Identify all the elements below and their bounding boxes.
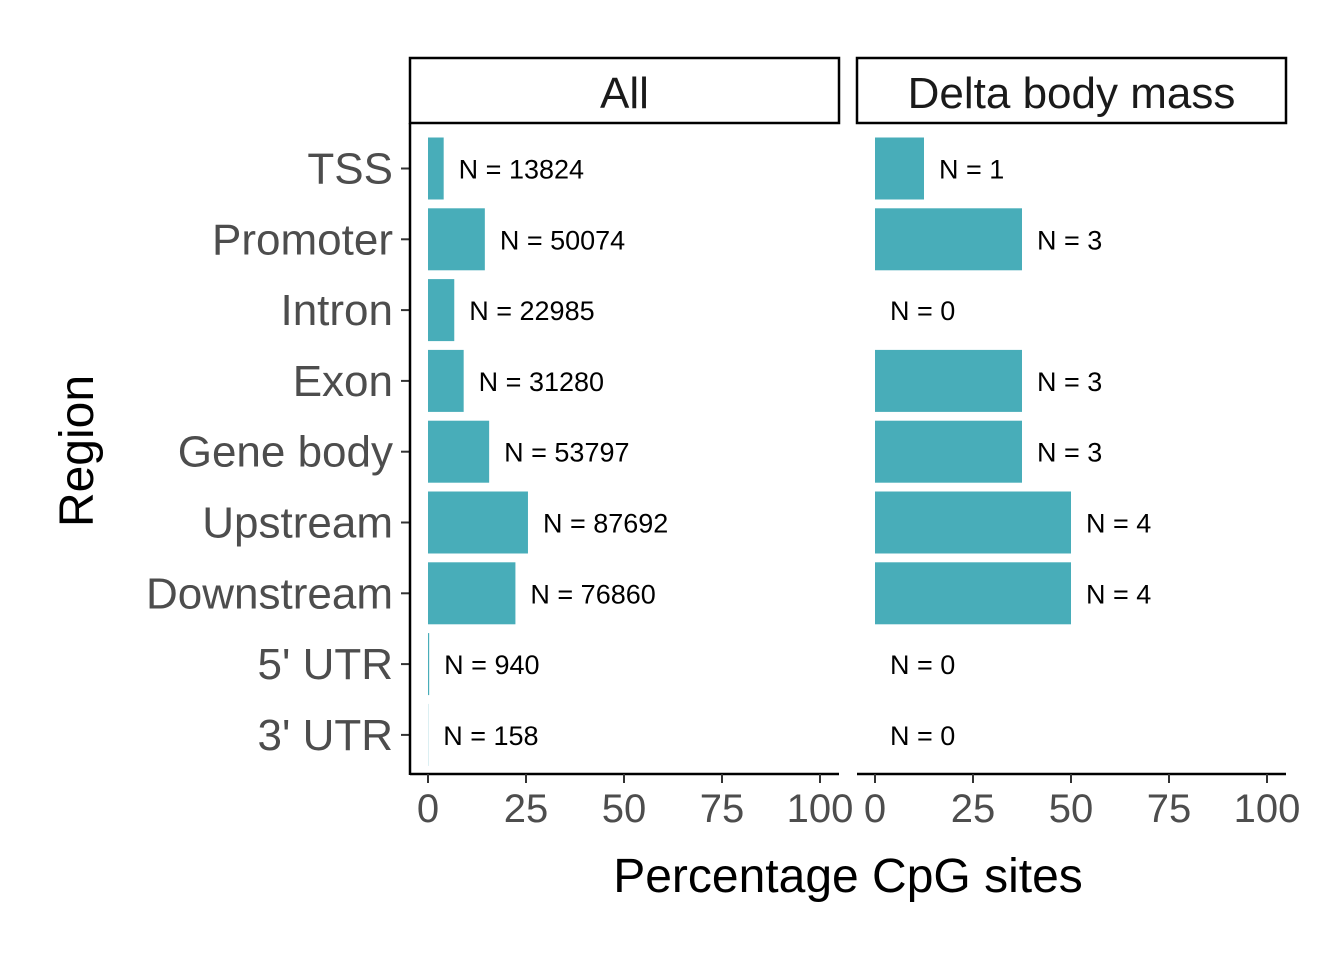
y-tick-label: 3' UTR bbox=[257, 711, 393, 760]
bar bbox=[875, 349, 1022, 412]
bar-count-label: N = 87692 bbox=[543, 509, 668, 539]
x-tick-label: 50 bbox=[1049, 787, 1094, 831]
facet-strip bbox=[408, 56, 841, 125]
facet-strip-title: All bbox=[600, 69, 649, 118]
x-tick-label: 100 bbox=[1234, 787, 1301, 831]
x-tick-label: 100 bbox=[787, 787, 854, 831]
y-tick-label: Gene body bbox=[178, 428, 393, 477]
chart-panels: All N = 13824 N = 50074 N = 22985 N = 31280 N… bbox=[408, 56, 1301, 831]
y-tick-label: Downstream bbox=[146, 569, 393, 618]
bar bbox=[428, 562, 516, 625]
bar bbox=[875, 137, 924, 200]
bar bbox=[428, 208, 485, 271]
y-tick-label: Promoter bbox=[212, 215, 393, 264]
x-tick-label: 25 bbox=[504, 787, 549, 831]
y-tick-label: TSS bbox=[307, 145, 393, 194]
facet-strip-title: Delta body mass bbox=[908, 69, 1236, 118]
bar-count-label: N = 13824 bbox=[459, 155, 584, 185]
bar-count-label: N = 0 bbox=[890, 721, 955, 751]
bar-count-label: N = 940 bbox=[444, 650, 539, 680]
bar-count-label: N = 22985 bbox=[469, 296, 594, 326]
panel-0: All N = 13824 N = 50074 N = 22985 N = 31280 N… bbox=[408, 56, 854, 831]
bar bbox=[428, 633, 430, 696]
bar-count-label: N = 0 bbox=[890, 296, 955, 326]
bar bbox=[428, 349, 464, 412]
x-tick-label: 0 bbox=[864, 787, 886, 831]
bar-count-label: N = 76860 bbox=[530, 579, 655, 609]
x-tick-label: 25 bbox=[951, 787, 996, 831]
bar bbox=[875, 208, 1022, 271]
y-tick-label: Upstream bbox=[202, 499, 393, 548]
bar-count-label: N = 0 bbox=[890, 650, 955, 680]
bar bbox=[428, 137, 444, 200]
facet-strip bbox=[855, 56, 1288, 125]
bar bbox=[428, 491, 528, 554]
x-axis-title: Percentage CpG sites bbox=[613, 850, 1083, 903]
bar bbox=[875, 420, 1022, 483]
bar-count-label: N = 3 bbox=[1037, 225, 1102, 255]
y-axis-title: Region bbox=[51, 375, 104, 527]
bar-count-label: N = 1 bbox=[939, 155, 1004, 185]
y-axis-tick-labels: TSS Promoter Intron Exon Gene body Upstream Do… bbox=[146, 145, 410, 760]
bar-count-label: N = 158 bbox=[443, 721, 538, 751]
bar-count-label: N = 31280 bbox=[479, 367, 604, 397]
y-tick-label: Exon bbox=[293, 357, 393, 406]
bar-count-label: N = 4 bbox=[1086, 579, 1151, 609]
bar-count-label: N = 3 bbox=[1037, 367, 1102, 397]
bar bbox=[428, 420, 490, 483]
bar-count-label: N = 50074 bbox=[500, 225, 625, 255]
bar bbox=[875, 491, 1071, 554]
bar-count-label: N = 53797 bbox=[504, 438, 629, 468]
y-tick-label: 5' UTR bbox=[257, 640, 393, 689]
bar bbox=[428, 279, 455, 342]
bar-count-label: N = 3 bbox=[1037, 438, 1102, 468]
x-tick-label: 0 bbox=[417, 787, 439, 831]
x-tick-label: 75 bbox=[1147, 787, 1192, 831]
panel-1: Delta body mass N = 1 N = 3 N = 0 N = 3 N = 3… bbox=[855, 56, 1301, 831]
x-tick-label: 50 bbox=[602, 787, 647, 831]
x-tick-label: 75 bbox=[700, 787, 745, 831]
y-tick-label: Intron bbox=[280, 286, 393, 335]
bar-count-label: N = 4 bbox=[1086, 509, 1151, 539]
bar bbox=[875, 562, 1071, 625]
